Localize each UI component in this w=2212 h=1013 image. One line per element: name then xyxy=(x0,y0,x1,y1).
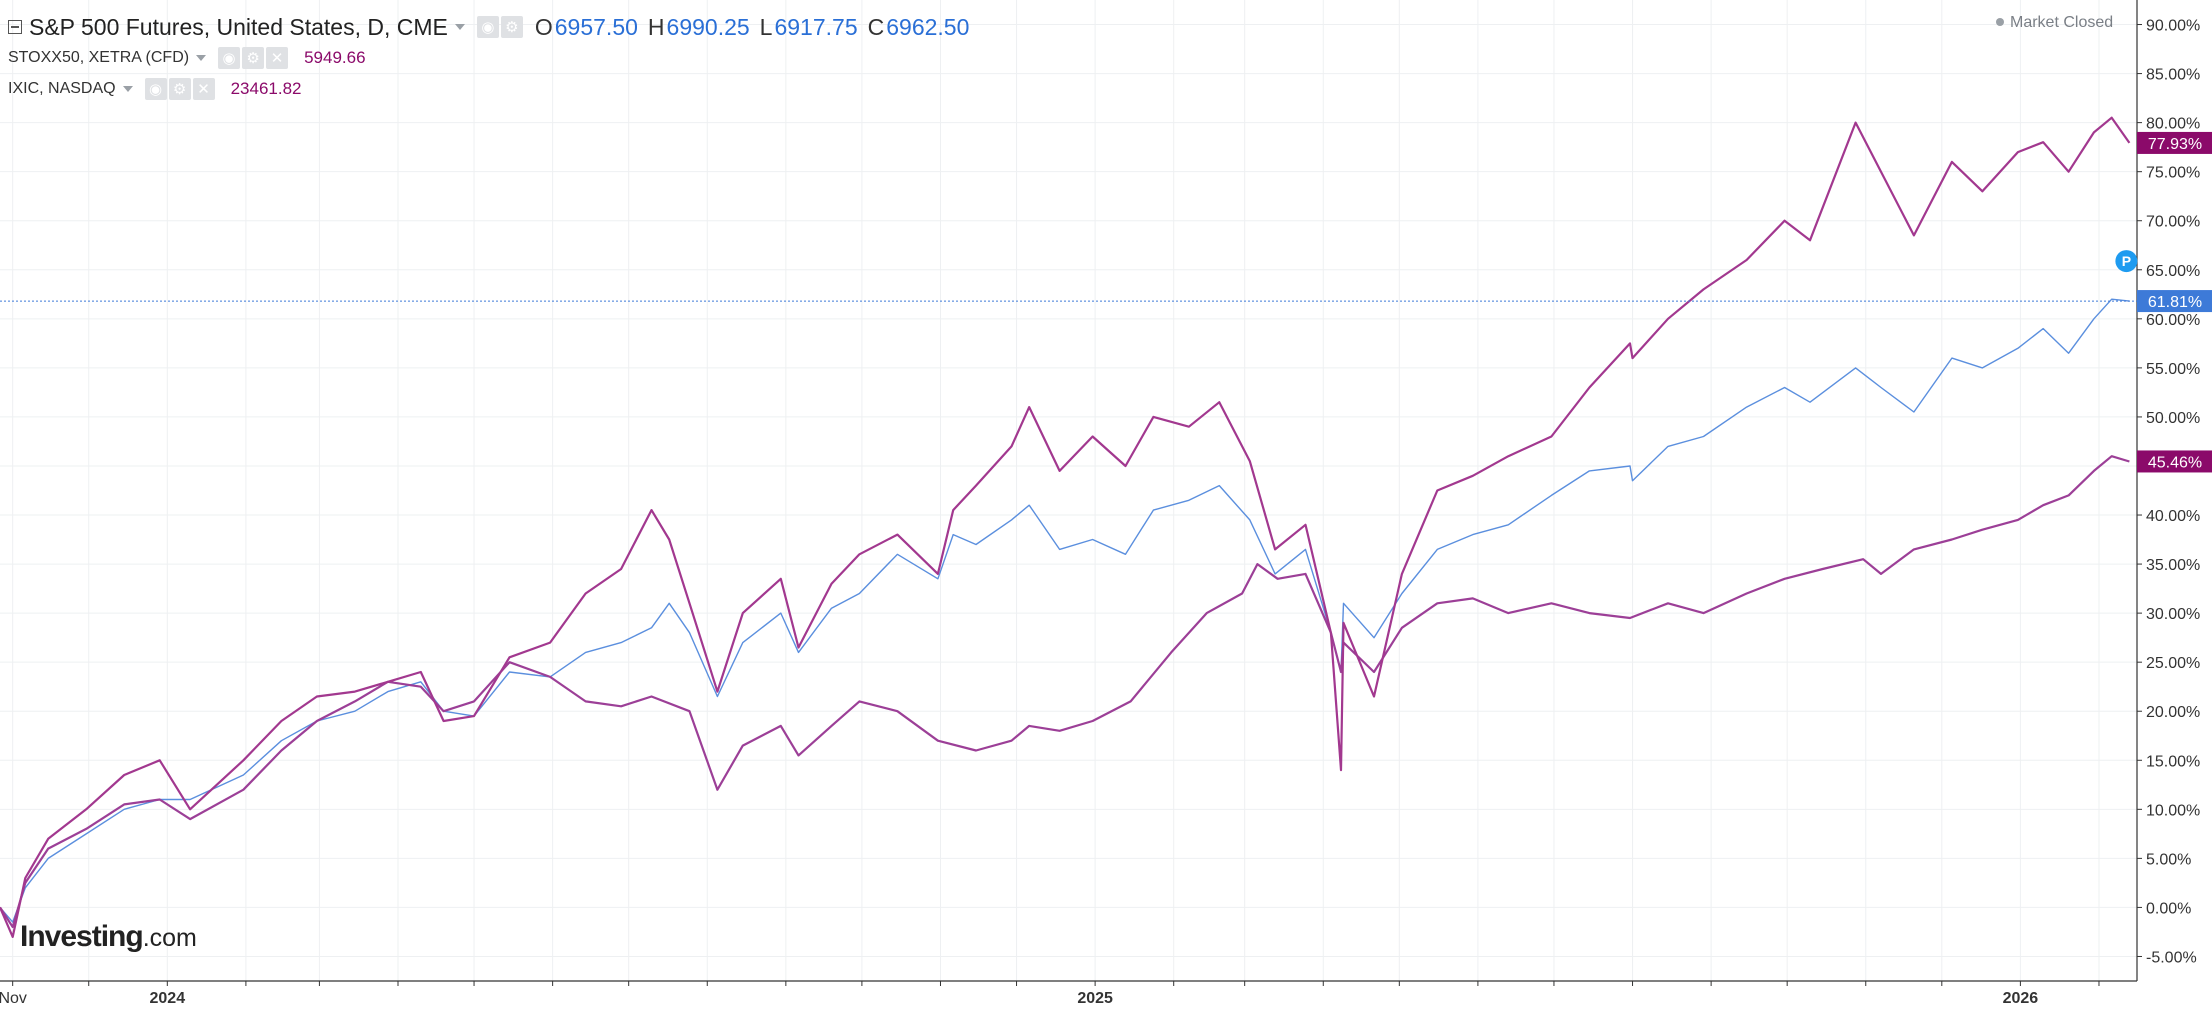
series3-price: 23461.82 xyxy=(230,78,302,98)
grid-layer xyxy=(0,0,2137,981)
close-icon[interactable]: ✕ xyxy=(192,77,215,100)
last-value-tag xyxy=(2137,290,2212,313)
open-value: 6957.50 xyxy=(554,13,638,40)
last-value-label: 45.46% xyxy=(2148,454,2202,471)
chevron-down-icon[interactable] xyxy=(122,85,133,92)
status-dot-icon xyxy=(1996,17,2004,26)
y-tick-label: 20.00% xyxy=(2146,704,2200,721)
investing-logo: Investing.com xyxy=(20,920,197,954)
high-value: 6990.25 xyxy=(666,13,750,40)
eye-icon[interactable]: ◉ xyxy=(218,46,241,69)
close-icon[interactable]: ✕ xyxy=(266,46,289,69)
collapse-icon[interactable] xyxy=(8,20,22,34)
y-tick-label: 25.00% xyxy=(2146,655,2200,672)
last-value-label: 61.81% xyxy=(2148,294,2202,311)
series3-row: IXIC, NASDAQ ◉ ⚙ ✕ 23461.82 xyxy=(8,73,969,104)
main-symbol[interactable]: S&P 500 Futures, United States, D, CME xyxy=(29,13,448,40)
chevron-down-icon[interactable] xyxy=(454,24,465,30)
open-label: O xyxy=(534,13,553,40)
y-tick-label: 10.00% xyxy=(2146,802,2200,819)
series2-price: 5949.66 xyxy=(304,47,366,67)
market-status-text: Market Closed xyxy=(2010,14,2114,31)
eye-icon[interactable]: ◉ xyxy=(476,16,499,38)
tick-layer: 90.00% 85.00% 80.00% 75.00% 70.00% 65.00% 60.0… xyxy=(0,18,2200,1007)
main-series-row: S&P 500 Futures, United States, D, CME ◉… xyxy=(8,12,969,42)
y-tick-label: 35.00% xyxy=(2146,557,2200,574)
high-label: H xyxy=(647,13,665,40)
y-tick-label: 80.00% xyxy=(2146,116,2200,133)
series3-symbol[interactable]: IXIC, NASDAQ xyxy=(8,79,116,97)
x-tick-label: 2024 xyxy=(150,990,186,1007)
chevron-down-icon[interactable] xyxy=(196,54,207,61)
stoxx-series-line xyxy=(0,455,2130,929)
series2-row: STOXX50, XETRA (CFD) ◉ ⚙ ✕ 5949.66 xyxy=(8,42,969,73)
low-label: L xyxy=(759,13,773,40)
logo-brand: Investing xyxy=(20,920,144,953)
gear-icon[interactable]: ⚙ xyxy=(168,77,191,100)
y-tick-label: 85.00% xyxy=(2146,67,2200,84)
market-status: Market Closed xyxy=(1996,14,2113,32)
legend: S&P 500 Futures, United States, D, CME ◉… xyxy=(8,12,969,104)
y-tick-label: 75.00% xyxy=(2146,165,2200,182)
x-tick-label: 2025 xyxy=(1077,990,1113,1007)
x-tick-label: Nov xyxy=(0,990,27,1007)
gear-icon[interactable]: ⚙ xyxy=(242,46,265,69)
y-tick-label: -5.00% xyxy=(2146,949,2197,966)
close-value: 6962.50 xyxy=(886,13,970,40)
p-marker-icon xyxy=(2115,250,2138,273)
y-tick-label: 70.00% xyxy=(2146,214,2200,231)
y-tick-label: 90.00% xyxy=(2146,18,2200,35)
spx-series-line xyxy=(0,298,2130,923)
y-tick-label: 40.00% xyxy=(2146,508,2200,525)
low-value: 6917.75 xyxy=(774,13,858,40)
last-value-label: 77.93% xyxy=(2148,136,2202,153)
eye-icon[interactable]: ◉ xyxy=(144,77,167,100)
y-tick-label: 55.00% xyxy=(2146,361,2200,378)
y-tick-label: 50.00% xyxy=(2146,410,2200,427)
last-value-tag xyxy=(2137,131,2212,154)
last-value-tags: P 77.93% 61.81% 45.46% xyxy=(2115,131,2212,473)
p-marker-label: P xyxy=(2122,253,2131,269)
y-tick-label: 65.00% xyxy=(2146,263,2200,280)
x-tick-label: 2026 xyxy=(2003,990,2039,1007)
gear-icon[interactable]: ⚙ xyxy=(500,16,523,38)
y-tick-label: 0.00% xyxy=(2146,900,2191,917)
y-tick-label: 30.00% xyxy=(2146,606,2200,623)
y-tick-label: 5.00% xyxy=(2146,851,2191,868)
series2-symbol[interactable]: STOXX50, XETRA (CFD) xyxy=(8,48,190,66)
series-layer xyxy=(0,116,2137,938)
close-label: C xyxy=(867,13,885,40)
y-tick-label: 60.00% xyxy=(2146,312,2200,329)
last-value-tag xyxy=(2137,450,2212,473)
logo-suffix: .com xyxy=(142,924,197,952)
ixic-series-line xyxy=(0,116,2131,938)
y-tick-label: 15.00% xyxy=(2146,753,2200,770)
